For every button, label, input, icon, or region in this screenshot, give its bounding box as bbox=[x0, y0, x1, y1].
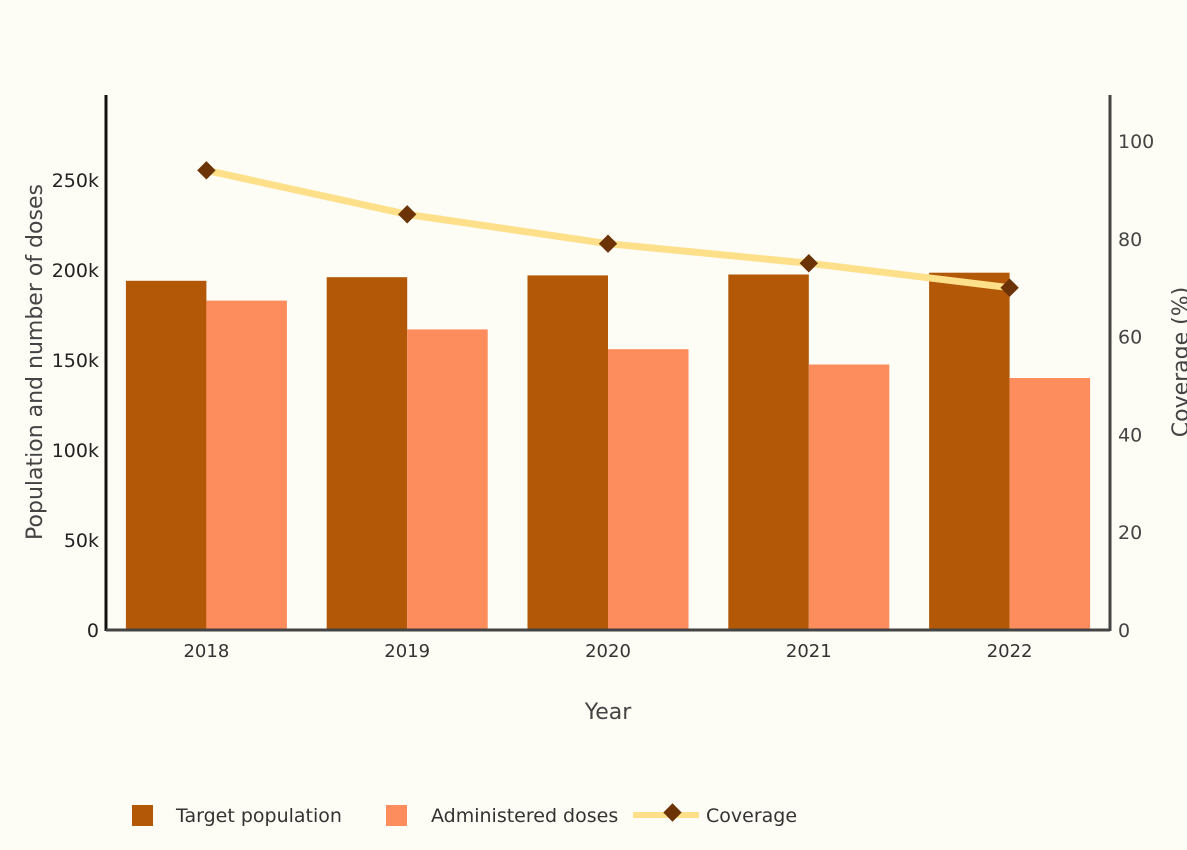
coverage-line-layer bbox=[197, 161, 1019, 297]
coverage-line bbox=[202, 166, 1014, 292]
ticks-layer: 0 50k 100k 150k 200k 250k 0 20 40 60 80 100 2018 2019… bbox=[52, 131, 1155, 662]
axes-layer bbox=[104, 95, 1112, 632]
legend-label-target-population: Target population bbox=[175, 805, 342, 827]
x-tick-label-2020: 2020 bbox=[585, 641, 631, 662]
bar-target-population-2020 bbox=[527, 275, 608, 630]
bar-target-population-2021 bbox=[728, 274, 809, 630]
x-axis-title: Year bbox=[584, 700, 633, 725]
x-tick-label-2021: 2021 bbox=[786, 641, 832, 662]
coverage-marker-2020 bbox=[598, 234, 618, 253]
bar-target-population-2022 bbox=[929, 272, 1010, 630]
coverage-marker-2022 bbox=[1000, 278, 1019, 297]
bar-administered-doses-2022 bbox=[1009, 378, 1091, 630]
bar-target-population-2018 bbox=[125, 280, 207, 630]
y-tick-label-50k: 50k bbox=[64, 530, 99, 552]
y-tick-label-200k: 200k bbox=[52, 260, 99, 282]
legend: Target population Administered doses Cov… bbox=[132, 803, 797, 827]
y-tick-label-150k: 150k bbox=[52, 350, 99, 372]
bars-layer bbox=[125, 272, 1091, 630]
coverage-marker-2021 bbox=[799, 254, 818, 273]
y2-tick-label-80: 80 bbox=[1118, 229, 1142, 251]
coverage-marker-2019 bbox=[398, 205, 417, 224]
bar-administered-doses-2020 bbox=[608, 349, 689, 630]
bar-administered-doses-2019 bbox=[407, 329, 488, 630]
x-tick-label-2022: 2022 bbox=[987, 641, 1033, 662]
x-tick-label-2019: 2019 bbox=[384, 641, 430, 662]
y-axis-title: Population and number of doses bbox=[23, 184, 48, 540]
bar-target-population-2019 bbox=[326, 277, 408, 630]
y2-tick-label-20: 20 bbox=[1118, 522, 1142, 544]
coverage-marker-2018 bbox=[197, 161, 216, 180]
legend-label-administered-doses: Administered doses bbox=[431, 805, 618, 827]
legend-swatch-coverage-marker bbox=[663, 803, 682, 822]
x-tick-label-2018: 2018 bbox=[183, 641, 229, 662]
y2-axis-title: Coverage (%) bbox=[1169, 287, 1187, 437]
y2-tick-label-100: 100 bbox=[1118, 131, 1154, 153]
y2-tick-label-0: 0 bbox=[1118, 620, 1130, 642]
bar-administered-doses-2018 bbox=[206, 300, 287, 630]
legend-swatch-administered-doses bbox=[386, 805, 407, 826]
y-tick-label-100k: 100k bbox=[52, 440, 99, 462]
legend-swatch-target-population bbox=[132, 805, 153, 826]
y2-tick-label-60: 60 bbox=[1118, 327, 1142, 349]
y-tick-label-250k: 250k bbox=[52, 170, 99, 192]
y2-tick-label-40: 40 bbox=[1118, 424, 1142, 446]
y-tick-label-0: 0 bbox=[87, 620, 99, 642]
legend-label-coverage: Coverage bbox=[706, 805, 797, 827]
bar-administered-doses-2021 bbox=[808, 364, 890, 630]
